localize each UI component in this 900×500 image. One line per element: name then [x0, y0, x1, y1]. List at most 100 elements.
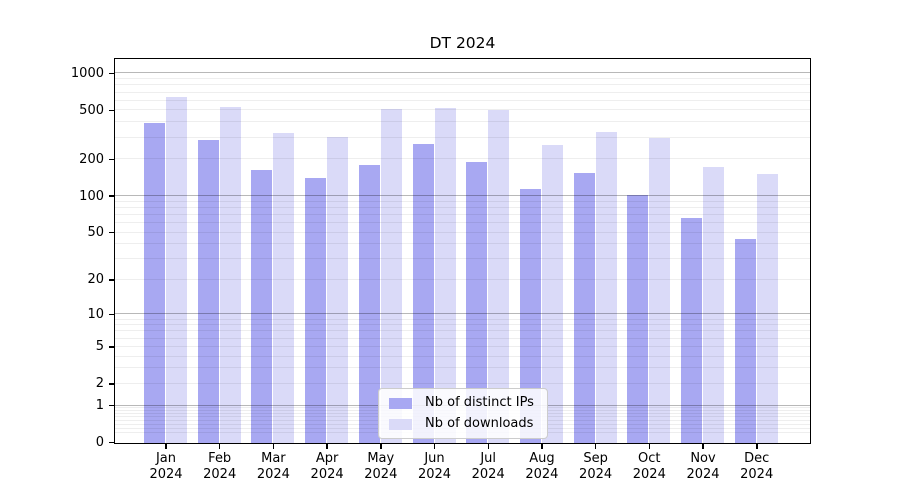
minor-gridline — [115, 324, 810, 326]
y-tick-label: 1 — [95, 398, 104, 413]
minor-gridline — [115, 91, 810, 93]
x-tick — [380, 444, 382, 449]
bar-distinct-ips-jan — [144, 122, 165, 443]
y-tick-label: 5 — [95, 339, 104, 355]
legend-item-distinct-ips: Nb of distinct IPs — [389, 395, 537, 411]
bar-distinct-ips-apr — [305, 177, 327, 443]
bar-downloads-mar — [273, 133, 295, 443]
minor-gridline — [115, 200, 810, 202]
legend-swatch-downloads — [389, 418, 412, 430]
y-tick-label: 50 — [87, 225, 104, 240]
x-tick-label: Jan 2024 — [149, 451, 183, 482]
x-tick — [272, 444, 275, 449]
bar-downloads-jun — [434, 107, 456, 443]
x-tick — [702, 444, 704, 449]
legend-label-downloads: Nb of downloads — [425, 416, 534, 431]
bar-downloads-sep — [595, 131, 617, 443]
x-tick — [756, 444, 758, 449]
bar-downloads-apr — [327, 137, 349, 443]
y-tick — [108, 346, 114, 348]
bar-downloads-oct — [649, 138, 671, 443]
minor-gridline — [115, 221, 810, 223]
x-tick — [326, 444, 328, 449]
bar-distinct-ips-feb — [197, 139, 219, 443]
x-tick-label: Nov 2024 — [686, 451, 720, 482]
minor-gridline — [115, 109, 810, 111]
y-tick — [108, 109, 114, 112]
minor-gridline — [115, 84, 810, 86]
bar-downloads-feb — [219, 107, 241, 443]
x-tick-label: Jun 2024 — [417, 451, 452, 482]
y-tick-label: 1000 — [70, 65, 104, 81]
y-tick-label: 0 — [95, 435, 104, 450]
minor-gridline — [115, 243, 810, 245]
x-tick — [165, 444, 167, 449]
x-tick-label: Apr 2024 — [310, 451, 344, 482]
bar-distinct-ips-dec — [734, 238, 756, 443]
y-tick-label: 10 — [87, 306, 104, 322]
y-tick — [108, 195, 114, 197]
minor-gridline — [115, 213, 810, 215]
minor-gridline — [115, 345, 810, 347]
minor-gridline — [115, 136, 810, 138]
minor-gridline — [115, 206, 810, 208]
minor-gridline — [115, 231, 810, 233]
minor-gridline — [115, 278, 810, 280]
y-tick-label: 2 — [95, 376, 104, 392]
y-tick — [108, 441, 114, 444]
bar-downloads-aug — [541, 144, 563, 443]
x-tick-label: Aug 2024 — [525, 451, 559, 482]
minor-gridline — [115, 367, 810, 369]
x-tick-label: Mar 2024 — [256, 451, 290, 482]
x-tick — [541, 444, 543, 449]
bar-distinct-ips-mar — [251, 170, 273, 443]
bar-downloads-dec — [756, 173, 778, 443]
legend-swatch-distinct-ips — [389, 397, 412, 409]
y-tick-label: 500 — [79, 102, 104, 118]
minor-gridline — [115, 330, 810, 332]
legend-item-downloads: Nb of downloads — [389, 416, 537, 432]
y-tick — [108, 404, 114, 407]
bar-downloads-may — [380, 109, 402, 443]
legend-label-distinct-ips: Nb of distinct IPs — [425, 395, 534, 410]
y-tick-label: 20 — [87, 272, 104, 288]
y-tick — [108, 313, 114, 316]
minor-gridline — [115, 258, 810, 260]
y-tick — [108, 158, 114, 160]
y-tick-label: 200 — [79, 151, 104, 167]
x-tick — [594, 444, 597, 449]
bar-downloads-jul — [488, 109, 510, 443]
x-tick — [648, 444, 650, 449]
minor-gridline — [115, 337, 810, 339]
bar-distinct-ips-may — [358, 165, 380, 443]
y-tick — [108, 279, 114, 281]
major-gridline — [115, 195, 810, 196]
bar-distinct-ips-jun — [412, 143, 434, 443]
minor-gridline — [115, 121, 810, 123]
x-tick-label: Sep 2024 — [579, 451, 613, 482]
y-tick — [108, 383, 114, 385]
plot-area — [114, 58, 811, 444]
major-gridline — [115, 72, 810, 74]
y-tick — [108, 72, 114, 75]
minor-gridline — [115, 318, 810, 320]
x-tick — [218, 444, 221, 449]
bar-distinct-ips-sep — [573, 173, 595, 443]
bar-distinct-ips-aug — [519, 189, 541, 443]
minor-gridline — [115, 382, 810, 384]
x-tick-label: Jul 2024 — [471, 451, 505, 482]
minor-gridline — [115, 78, 810, 80]
bar-distinct-ips-jul — [466, 162, 488, 443]
x-tick — [487, 444, 489, 449]
minor-gridline — [115, 99, 810, 101]
minor-gridline — [115, 158, 810, 160]
x-tick-label: May 2024 — [364, 451, 398, 482]
legend: Nb of distinct IPs Nb of downloads — [378, 388, 548, 439]
major-gridline — [115, 313, 810, 315]
bar-downloads-jan — [166, 96, 187, 443]
x-tick-label: Oct 2024 — [632, 451, 666, 482]
bar-distinct-ips-nov — [681, 218, 702, 443]
x-tick-label: Feb 2024 — [203, 451, 237, 482]
x-tick — [433, 444, 436, 449]
